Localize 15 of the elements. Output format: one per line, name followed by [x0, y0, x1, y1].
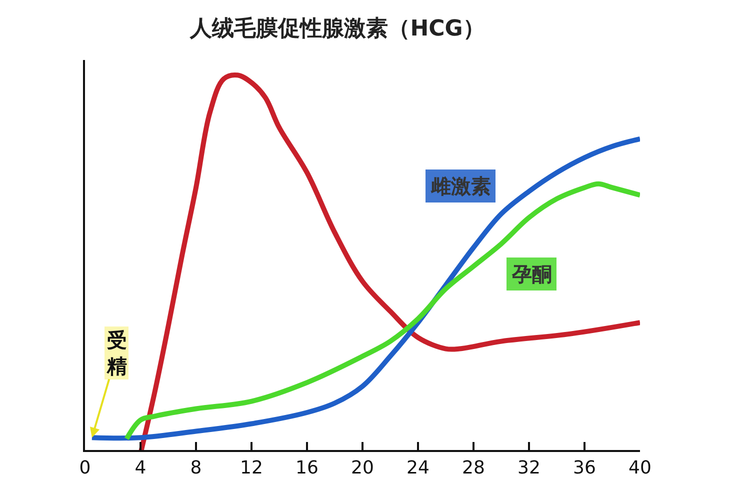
x-tick-label: 12 — [240, 458, 263, 479]
x-tick-label: 20 — [351, 458, 374, 479]
x-tick-label: 32 — [518, 458, 540, 479]
x-tick-label: 36 — [573, 458, 596, 479]
series-label: 雌激素 — [430, 174, 491, 198]
x-tick-label: 24 — [406, 458, 430, 479]
x-tick-label: 40 — [628, 458, 652, 479]
x-tick-label: 28 — [462, 458, 485, 479]
chart-title: 人绒毛膜促性腺激素（HCG） — [189, 16, 485, 42]
series-label: 孕酮 — [511, 262, 552, 286]
x-tick-label: 0 — [79, 458, 91, 479]
x-tick-label: 8 — [190, 458, 202, 479]
x-tick-label: 16 — [296, 458, 318, 479]
annotation: 受精 — [106, 328, 127, 378]
x-tick-label: 4 — [134, 458, 146, 479]
